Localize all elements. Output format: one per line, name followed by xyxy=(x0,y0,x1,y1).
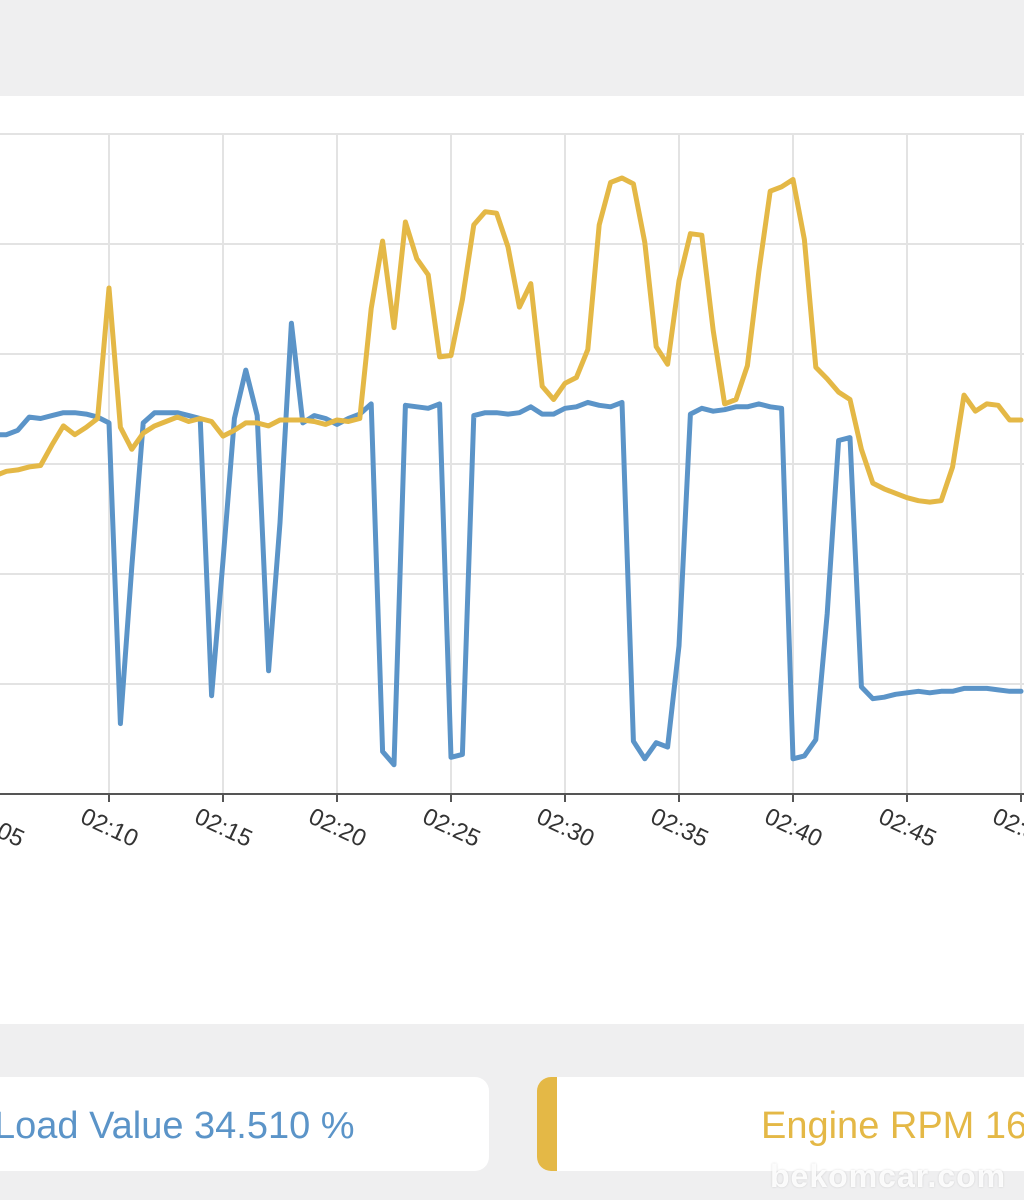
x-tick-label: 02:50 xyxy=(988,803,1024,853)
chart-svg: 02:05 02:10 02:15 02:20 02:25 02:30 02:35 02:40… xyxy=(0,133,1024,853)
chart-card: 02:05 02:10 02:15 02:20 02:25 02:30 02:35 02:40… xyxy=(0,96,1024,1024)
series-layer xyxy=(0,175,1024,768)
legend-rpm-label: Engine RPM 16 xyxy=(761,1105,1024,1147)
series-line-rpm xyxy=(0,175,1024,505)
legend-load-label: Load Value 34.510 % xyxy=(0,1105,355,1147)
x-tick-label: 02:05 xyxy=(0,803,28,853)
x-tick-label: 02:25 xyxy=(418,803,484,853)
legend-load-value[interactable]: Load Value 34.510 % xyxy=(0,1077,489,1171)
legend-rpm-accent xyxy=(537,1077,557,1171)
series-line-load xyxy=(0,320,1024,768)
x-tick-label: 02:15 xyxy=(190,803,256,853)
x-tick-label: 02:40 xyxy=(760,803,826,853)
x-tick-label: 02:30 xyxy=(532,803,598,853)
legend-engine-rpm[interactable]: Engine RPM 16 xyxy=(537,1077,1024,1171)
x-tick-label: 02:10 xyxy=(76,803,142,853)
watermark: bekomcar.com xyxy=(770,1158,1007,1194)
x-tick-label: 02:20 xyxy=(304,803,370,853)
x-axis: 02:05 02:10 02:15 02:20 02:25 02:30 02:35 02:40… xyxy=(0,793,1024,853)
x-tick-label: 02:35 xyxy=(646,803,712,853)
x-tick-label: 02:45 xyxy=(874,803,940,853)
